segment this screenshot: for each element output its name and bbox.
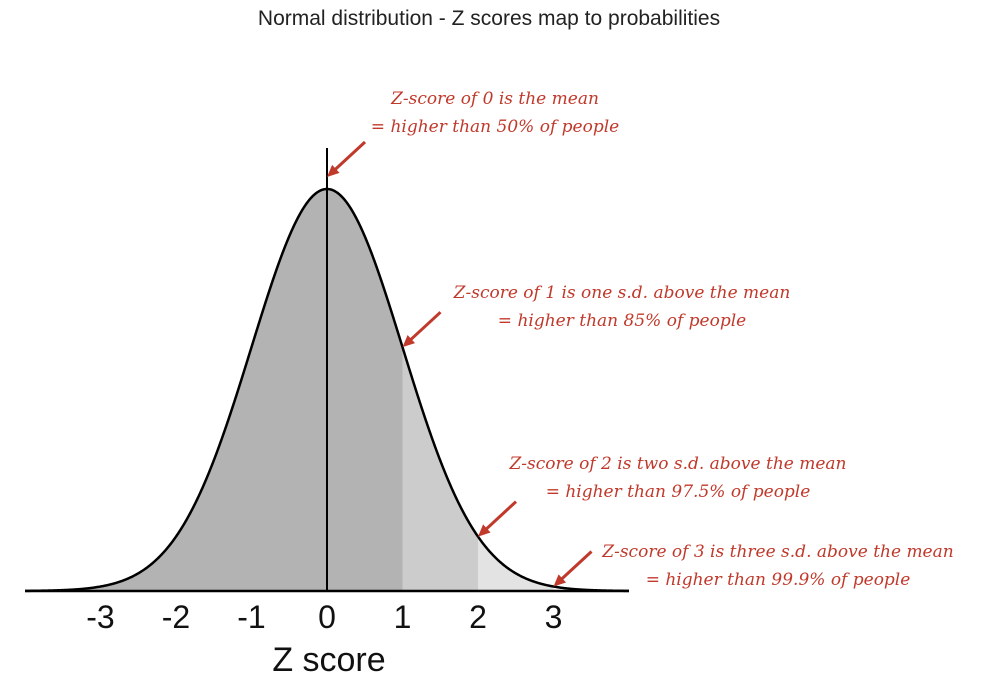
x-tick-label: 0: [318, 599, 336, 635]
annotation-arrow: [407, 311, 442, 343]
annotation-2: Z-score of 1 is one s.d. above the mean =…: [402, 283, 791, 348]
annotation-line2: = higher than 50% of people: [371, 117, 619, 137]
arrow-head-icon: [553, 574, 567, 587]
x-tick-labels: -3 -2 -1 0 1 2 3: [86, 599, 562, 635]
arrow-head-icon: [402, 334, 416, 348]
arrow-head-icon: [327, 164, 340, 177]
annotation-4: Z-score of 3 is three s.d. above the mea…: [553, 542, 954, 590]
annotation-line1: Z-score of 1 is one s.d. above the mean: [453, 283, 791, 303]
x-tick-label: -1: [237, 599, 265, 635]
annotation-arrow: [558, 550, 593, 583]
annotation-line1: Z-score of 3 is three s.d. above the mea…: [601, 542, 953, 562]
annotation-line1: Z-score of 2 is two s.d. above the mean: [508, 454, 846, 474]
annotation-line2: = higher than 97.5% of people: [546, 482, 811, 502]
annotation-line2: = higher than 99.9% of people: [646, 570, 911, 590]
annotation-arrow: [331, 140, 367, 173]
annotation-3: Z-score of 2 is two s.d. above the mean =…: [478, 454, 847, 537]
annotations: Z-score of 0 is the mean = higher than 50…: [327, 89, 954, 590]
x-tick-label: -3: [86, 599, 114, 635]
x-axis-label: Z score: [272, 641, 385, 679]
x-tick-label: 1: [394, 599, 412, 635]
x-tick-label: 3: [545, 599, 563, 635]
annotation-1: Z-score of 0 is the mean = higher than 50…: [327, 89, 619, 177]
annotation-arrow: [482, 500, 518, 533]
chart-subtitle: Normal distribution - Z scores map to pr…: [258, 7, 720, 30]
shaded-region-1: [25, 189, 403, 591]
arrow-head-icon: [478, 524, 491, 537]
x-tick-label: 2: [469, 599, 487, 635]
x-tick-label: -2: [162, 599, 190, 635]
shaded-region-3: [478, 536, 554, 591]
annotation-line2: = higher than 85% of people: [498, 311, 746, 331]
annotation-line1: Z-score of 0 is the mean: [390, 89, 599, 109]
